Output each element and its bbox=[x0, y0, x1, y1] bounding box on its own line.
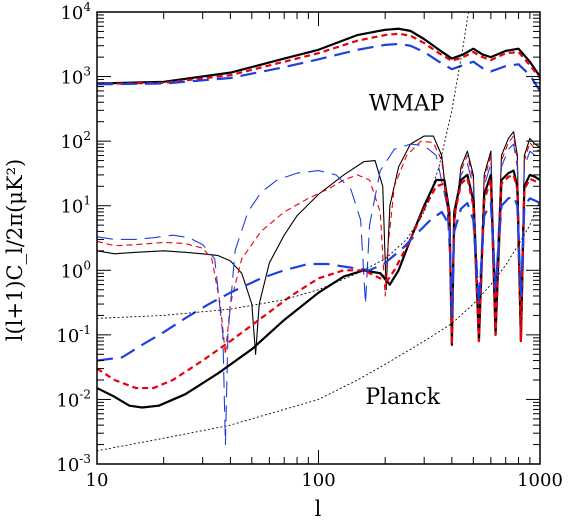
series-line-7 bbox=[97, 173, 540, 390]
y-tick-label: 10-1 bbox=[56, 323, 91, 347]
series-line-4 bbox=[97, 135, 540, 355]
x-tick-label: 1000 bbox=[517, 470, 563, 491]
y-tick-label: 103 bbox=[60, 65, 91, 89]
y-tick-label: 104 bbox=[60, 0, 91, 24]
tick-layer bbox=[96, 12, 541, 465]
y-tick-label: 102 bbox=[60, 129, 91, 153]
annotation-planck: Planck bbox=[365, 385, 440, 410]
series-line-3 bbox=[97, 131, 540, 355]
y-axis-label: l(l+1)C_l/2π(μK²) bbox=[3, 159, 27, 341]
x-axis-label: l bbox=[315, 497, 322, 521]
y-tick-label: 10-2 bbox=[56, 387, 91, 411]
series-layer bbox=[97, 12, 540, 452]
series-line-8 bbox=[97, 195, 540, 362]
series-line-2 bbox=[97, 42, 540, 92]
series-line-1 bbox=[97, 32, 540, 85]
series-line-10 bbox=[97, 200, 540, 452]
series-line-0 bbox=[97, 27, 540, 85]
annotation-wmap: WMAP bbox=[369, 91, 445, 116]
y-tick-label: 101 bbox=[60, 194, 91, 218]
y-tick-label: 100 bbox=[60, 258, 91, 282]
series-line-6 bbox=[97, 169, 540, 409]
x-tick-label: 10 bbox=[86, 470, 109, 491]
tick-label-layer: 10 100 1000 10-3 10-2 10-1 100 101 102 103 104 bbox=[56, 0, 563, 491]
series-line-5 bbox=[97, 143, 540, 446]
plot-frame bbox=[96, 11, 541, 465]
x-tick-label: 100 bbox=[301, 470, 335, 491]
y-tick-label: 10-3 bbox=[56, 452, 91, 476]
